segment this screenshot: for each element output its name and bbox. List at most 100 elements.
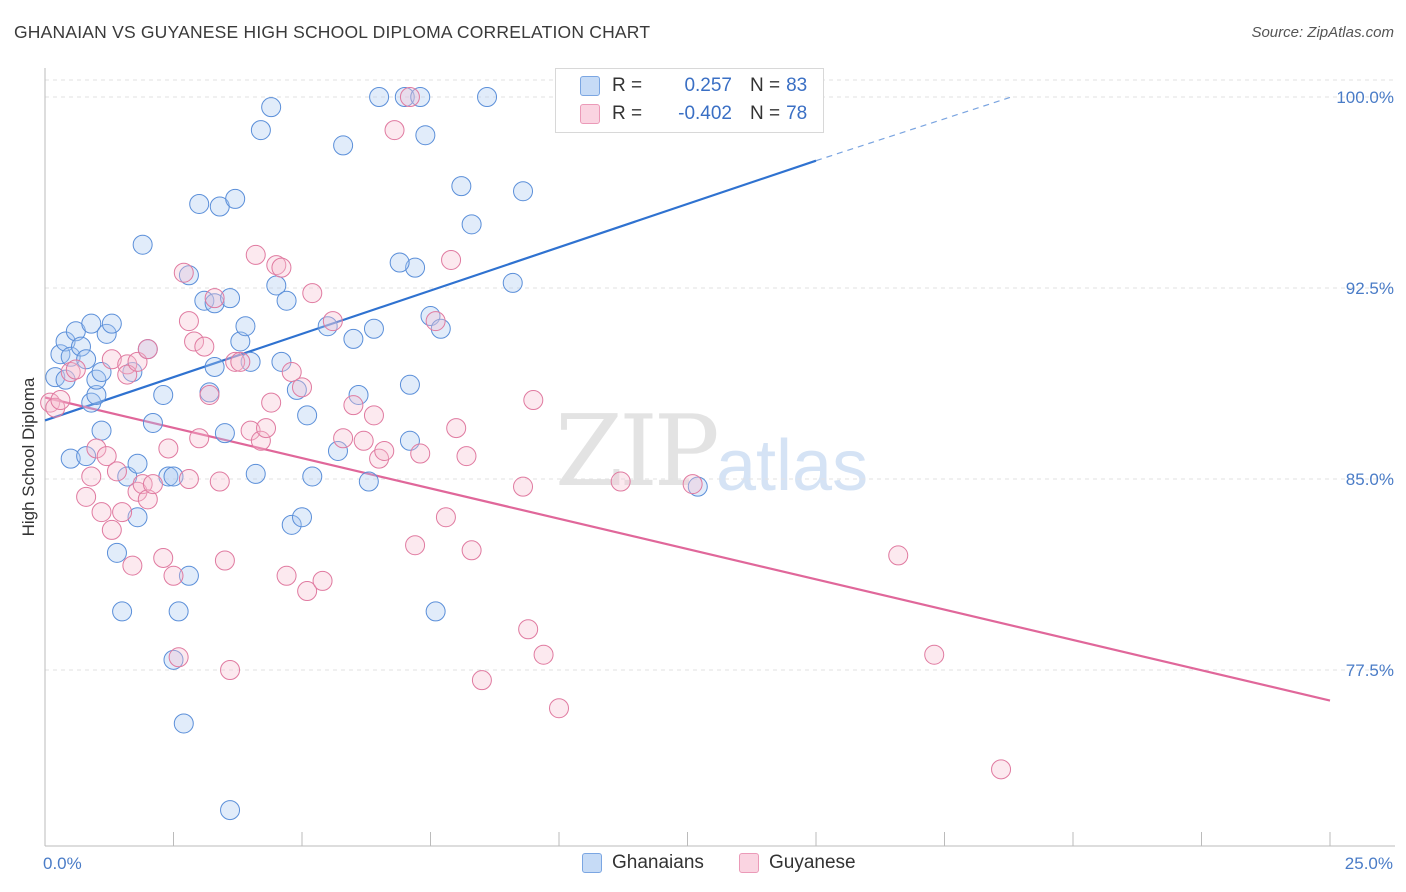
trend-guyanese bbox=[44, 396, 1331, 702]
point-guyanese bbox=[50, 390, 71, 411]
point-guyanese bbox=[132, 474, 153, 495]
y-axis-label: High School Diploma bbox=[19, 377, 38, 536]
point-ghanaians bbox=[70, 336, 91, 357]
point-ghanaians bbox=[225, 188, 246, 209]
point-ghanaians bbox=[220, 288, 241, 309]
point-ghanaians bbox=[399, 374, 420, 395]
point-ghanaians bbox=[127, 507, 148, 528]
point-ghanaians bbox=[142, 412, 163, 433]
point-guyanese bbox=[184, 331, 205, 352]
point-ghanaians bbox=[76, 349, 97, 370]
point-guyanese bbox=[533, 644, 554, 665]
point-guyanese bbox=[261, 392, 282, 413]
legend-row-guyanese: R = -0.402 N = 78 bbox=[580, 102, 807, 126]
point-guyanese bbox=[518, 619, 539, 640]
point-guyanese bbox=[292, 377, 312, 398]
series-legend-ghanaians: Ghanaians bbox=[582, 852, 704, 874]
trend-lines bbox=[44, 96, 1331, 702]
point-ghanaians bbox=[410, 87, 431, 107]
point-guyanese bbox=[610, 471, 631, 492]
axes bbox=[44, 68, 1395, 847]
point-guyanese bbox=[435, 507, 456, 528]
point-guyanese bbox=[271, 257, 292, 278]
point-guyanese bbox=[456, 446, 477, 467]
point-ghanaians bbox=[178, 565, 199, 586]
point-ghanaians bbox=[461, 214, 482, 235]
point-guyanese bbox=[220, 660, 241, 680]
point-ghanaians bbox=[101, 313, 122, 334]
point-guyanese bbox=[225, 351, 246, 372]
point-ghanaians bbox=[220, 800, 241, 821]
point-ghanaians bbox=[230, 331, 251, 352]
point-guyanese bbox=[245, 244, 266, 265]
point-ghanaians bbox=[153, 384, 174, 405]
point-guyanese bbox=[513, 476, 534, 497]
point-ghanaians bbox=[173, 713, 194, 734]
y-tick-label: 77.5% bbox=[1346, 661, 1394, 680]
legend-r-label: R = bbox=[612, 75, 643, 96]
point-ghanaians bbox=[132, 234, 153, 255]
point-guyanese bbox=[81, 466, 102, 487]
point-guyanese bbox=[924, 644, 945, 665]
points-guyanese bbox=[40, 87, 1012, 780]
point-ghanaians bbox=[333, 135, 354, 156]
point-guyanese bbox=[425, 311, 446, 332]
point-guyanese bbox=[302, 283, 323, 304]
watermark-atlas: atlas bbox=[716, 426, 869, 506]
point-ghanaians bbox=[425, 601, 446, 622]
point-guyanese bbox=[173, 262, 194, 283]
series-swatch-ghanaians bbox=[582, 853, 602, 873]
point-ghanaians bbox=[60, 346, 81, 367]
point-ghanaians bbox=[687, 476, 708, 497]
tick-labels: 77.5% 85.0% 92.5% 100.0% 0.0% 25.0% bbox=[43, 88, 1394, 873]
point-guyanese bbox=[333, 428, 354, 449]
point-guyanese bbox=[523, 390, 544, 411]
point-guyanese bbox=[405, 535, 426, 556]
point-ghanaians bbox=[477, 87, 498, 107]
point-guyanese bbox=[446, 418, 467, 439]
point-guyanese bbox=[549, 698, 569, 719]
point-guyanese bbox=[101, 519, 122, 540]
point-ghanaians bbox=[250, 120, 271, 141]
point-guyanese bbox=[399, 87, 420, 107]
legend-swatch-guyanese bbox=[580, 104, 600, 124]
point-guyanese bbox=[178, 311, 199, 332]
point-guyanese bbox=[888, 545, 909, 566]
point-guyanese bbox=[471, 670, 492, 691]
legend-n-label: N = bbox=[750, 75, 781, 96]
legend-n-value: 78 bbox=[786, 103, 808, 124]
point-ghanaians bbox=[327, 440, 348, 461]
point-ghanaians bbox=[204, 293, 225, 314]
point-guyanese bbox=[158, 438, 179, 459]
point-guyanese bbox=[991, 759, 1012, 780]
point-ghanaians bbox=[451, 176, 472, 197]
point-ghanaians bbox=[214, 423, 235, 444]
point-ghanaians bbox=[297, 405, 318, 426]
point-ghanaians bbox=[348, 384, 369, 405]
legend-r-value: -0.402 bbox=[678, 103, 732, 124]
series-legend: Ghanaians Guyanese bbox=[0, 852, 1406, 878]
point-guyanese bbox=[230, 351, 251, 372]
point-ghanaians bbox=[112, 601, 133, 622]
point-guyanese bbox=[112, 502, 133, 523]
point-ghanaians bbox=[389, 252, 410, 273]
y-tick-label: 85.0% bbox=[1346, 470, 1394, 489]
point-ghanaians bbox=[76, 446, 97, 467]
point-guyanese bbox=[322, 311, 343, 332]
point-guyanese bbox=[214, 550, 235, 571]
point-guyanese bbox=[76, 486, 97, 507]
point-guyanese bbox=[194, 336, 215, 357]
legend-r-label: R = bbox=[612, 103, 643, 124]
y-tick-label: 100.0% bbox=[1336, 88, 1394, 107]
point-guyanese bbox=[106, 461, 127, 482]
point-ghanaians bbox=[163, 466, 184, 487]
x-tick-label: 0.0% bbox=[43, 854, 82, 873]
chart-title: GHANAIAN VS GUYANESE HIGH SCHOOL DIPLOMA… bbox=[14, 22, 651, 42]
legend-n-label: N = bbox=[750, 103, 781, 124]
correlation-legend: R = 0.257 N = 83 R = -0.402 N = 78 bbox=[555, 68, 824, 133]
point-guyanese bbox=[682, 474, 703, 495]
source-note: Source: ZipAtlas.com bbox=[1251, 24, 1394, 41]
point-ghanaians bbox=[292, 507, 312, 528]
point-ghanaians bbox=[276, 290, 297, 311]
